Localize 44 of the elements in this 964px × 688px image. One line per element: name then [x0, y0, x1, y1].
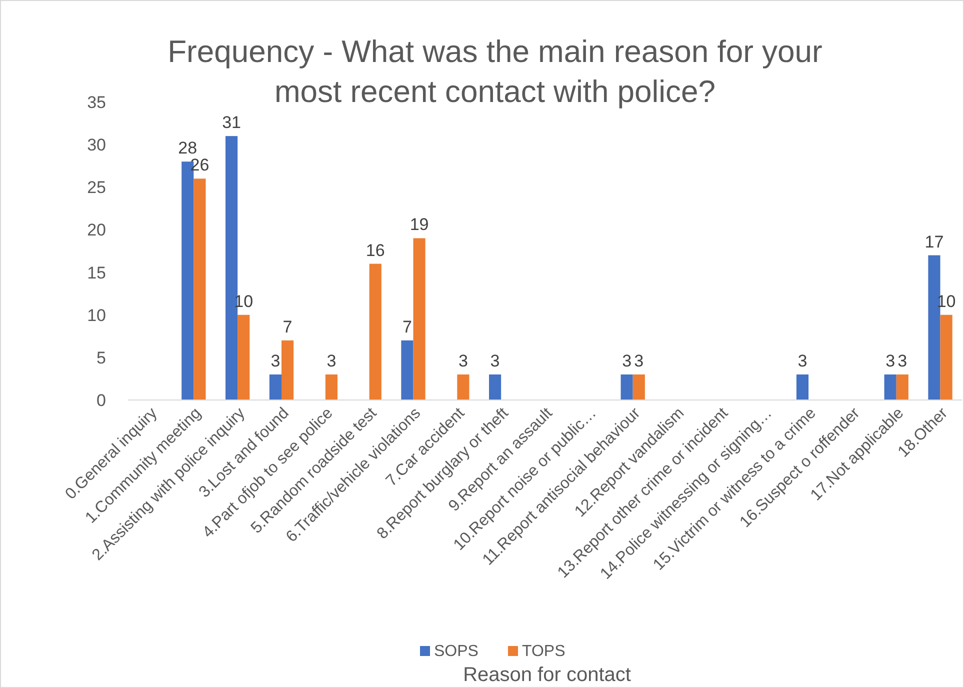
- bar: [194, 178, 206, 400]
- data-label: 3: [326, 351, 336, 370]
- data-label: 3: [798, 351, 808, 370]
- bar: [489, 374, 502, 400]
- y-tick-label: 10: [87, 306, 106, 325]
- y-tick-label: 5: [96, 348, 106, 368]
- bar: [940, 314, 952, 400]
- data-label: 3: [490, 351, 500, 370]
- bar: [238, 314, 250, 400]
- data-label: 3: [270, 351, 280, 370]
- bar: [413, 238, 426, 400]
- bar: [620, 374, 633, 400]
- y-tick-label: 15: [87, 263, 106, 282]
- data-label: 3: [622, 351, 632, 370]
- legend-label: SOPS: [434, 643, 478, 660]
- data-label: 28: [178, 138, 198, 158]
- data-label: 3: [886, 351, 896, 370]
- data-label: 7: [402, 317, 412, 336]
- bar: [632, 374, 645, 400]
- bar: [269, 374, 282, 400]
- bar: [325, 374, 338, 400]
- bar: [796, 374, 809, 400]
- bar: [281, 340, 294, 400]
- bar: [401, 340, 414, 400]
- data-label: 3: [458, 351, 468, 370]
- bar: [369, 264, 382, 400]
- y-tick-label: 30: [87, 136, 106, 155]
- data-label: 19: [410, 215, 429, 234]
- data-label: 3: [634, 351, 644, 370]
- y-tick-label: 0: [96, 391, 106, 410]
- y-tick-label: 35: [87, 93, 106, 112]
- chart-title: Frequency - What was the main reason for your most recent contact with police?: [168, 34, 822, 109]
- bar: [457, 374, 470, 400]
- data-label: 3: [898, 351, 908, 370]
- data-label: 16: [366, 240, 385, 260]
- y-tick-label: 20: [87, 220, 106, 240]
- data-label: 7: [282, 317, 292, 336]
- legend-label: TOPS: [522, 643, 566, 660]
- y-tick-label: 25: [87, 178, 106, 198]
- data-label: 31: [222, 113, 241, 132]
- data-label: 17: [924, 232, 944, 252]
- bar: [884, 374, 896, 400]
- x-axis-title: Reason for contact: [463, 664, 632, 686]
- bar: [896, 374, 908, 400]
